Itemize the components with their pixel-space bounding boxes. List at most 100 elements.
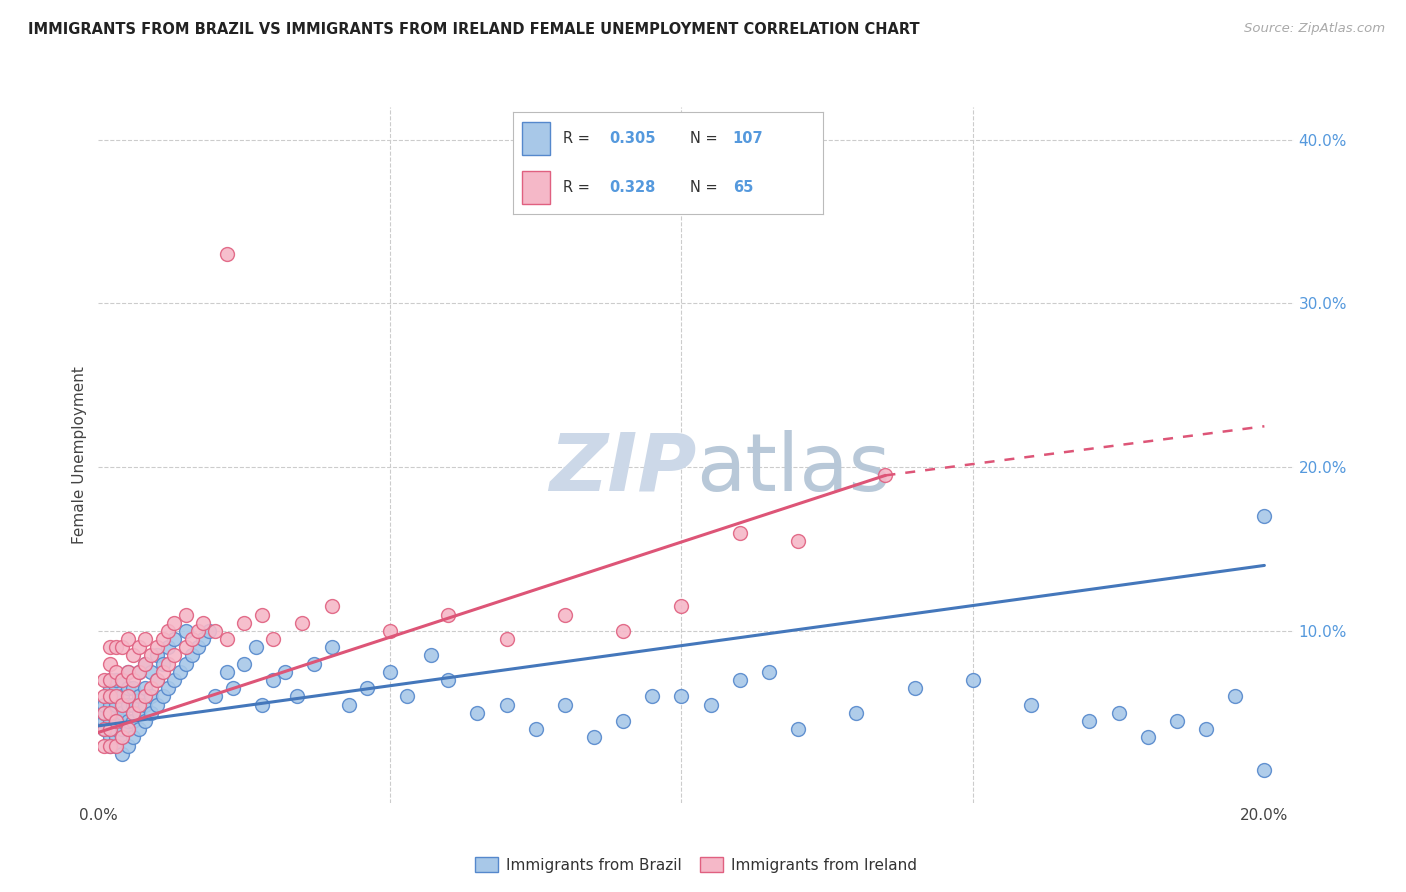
Point <box>378 624 401 638</box>
Point <box>111 640 134 655</box>
Point <box>104 665 127 679</box>
Point <box>356 681 378 696</box>
Point <box>699 698 721 712</box>
Point <box>204 624 226 638</box>
Point <box>122 681 145 696</box>
Point <box>98 681 121 696</box>
Point <box>117 681 139 696</box>
Point <box>104 714 127 728</box>
Point <box>117 722 139 736</box>
Point <box>582 731 605 745</box>
Point <box>180 648 202 663</box>
Point <box>139 648 162 663</box>
Point <box>117 698 139 712</box>
Point <box>122 706 145 720</box>
Point <box>671 690 693 704</box>
Point <box>122 648 145 663</box>
Point <box>437 673 460 687</box>
Point <box>111 673 134 687</box>
Point <box>612 714 634 728</box>
Point <box>98 739 121 753</box>
Point <box>152 690 174 704</box>
Point <box>104 714 127 728</box>
Point <box>152 657 174 671</box>
Point <box>117 665 139 679</box>
Text: 0.305: 0.305 <box>609 130 655 145</box>
Point <box>139 706 162 720</box>
Point <box>93 722 115 736</box>
Point <box>93 673 115 687</box>
Text: Source: ZipAtlas.com: Source: ZipAtlas.com <box>1244 22 1385 36</box>
Point <box>122 714 145 728</box>
Point <box>233 615 256 630</box>
Point <box>98 673 121 687</box>
Point <box>134 657 156 671</box>
Point <box>245 640 267 655</box>
Point <box>122 731 145 745</box>
Point <box>495 698 517 712</box>
Point <box>145 698 167 712</box>
Point <box>437 607 460 622</box>
Point <box>174 657 197 671</box>
Text: ZIP: ZIP <box>548 430 696 508</box>
Point <box>302 657 325 671</box>
Point <box>157 624 180 638</box>
Text: R =: R = <box>562 130 595 145</box>
Point <box>98 706 121 720</box>
Point <box>169 665 191 679</box>
Point <box>215 632 238 646</box>
Point <box>98 722 121 736</box>
Point <box>186 624 208 638</box>
Point <box>104 673 127 687</box>
Point <box>1019 698 1042 712</box>
Point <box>145 673 167 687</box>
Point <box>250 607 273 622</box>
Point <box>93 706 115 720</box>
Point <box>554 698 576 712</box>
Point <box>111 706 134 720</box>
Point <box>104 640 127 655</box>
Point <box>145 640 167 655</box>
Point <box>554 607 576 622</box>
Point <box>117 722 139 736</box>
Point <box>111 698 134 712</box>
Point <box>98 722 121 736</box>
Point <box>1136 731 1159 745</box>
Point <box>104 690 127 704</box>
Text: IMMIGRANTS FROM BRAZIL VS IMMIGRANTS FROM IRELAND FEMALE UNEMPLOYMENT CORRELATIO: IMMIGRANTS FROM BRAZIL VS IMMIGRANTS FRO… <box>28 22 920 37</box>
Point <box>93 739 115 753</box>
Point <box>728 525 751 540</box>
Text: N =: N = <box>689 180 721 195</box>
Point <box>204 690 226 704</box>
Point <box>671 599 693 614</box>
Point <box>104 722 127 736</box>
Point <box>128 665 150 679</box>
Point <box>262 632 284 646</box>
Point <box>128 698 150 712</box>
Point <box>728 673 751 687</box>
Point <box>1108 706 1130 720</box>
Bar <box>523 171 550 204</box>
Point <box>1225 690 1247 704</box>
Point <box>104 731 127 745</box>
Point <box>157 657 180 671</box>
Point <box>139 690 162 704</box>
Text: atlas: atlas <box>696 430 890 508</box>
Point <box>321 599 343 614</box>
Point <box>128 665 150 679</box>
Point <box>104 690 127 704</box>
Point <box>104 739 127 753</box>
Point <box>524 722 547 736</box>
Text: 0.328: 0.328 <box>609 180 655 195</box>
Point <box>198 624 221 638</box>
Point <box>152 665 174 679</box>
Point <box>186 640 208 655</box>
Point <box>98 698 121 712</box>
Point <box>758 665 780 679</box>
Bar <box>523 122 550 154</box>
Point <box>98 690 121 704</box>
Point <box>612 624 634 638</box>
Point <box>111 731 134 745</box>
Point <box>134 698 156 712</box>
Point <box>1253 509 1275 524</box>
